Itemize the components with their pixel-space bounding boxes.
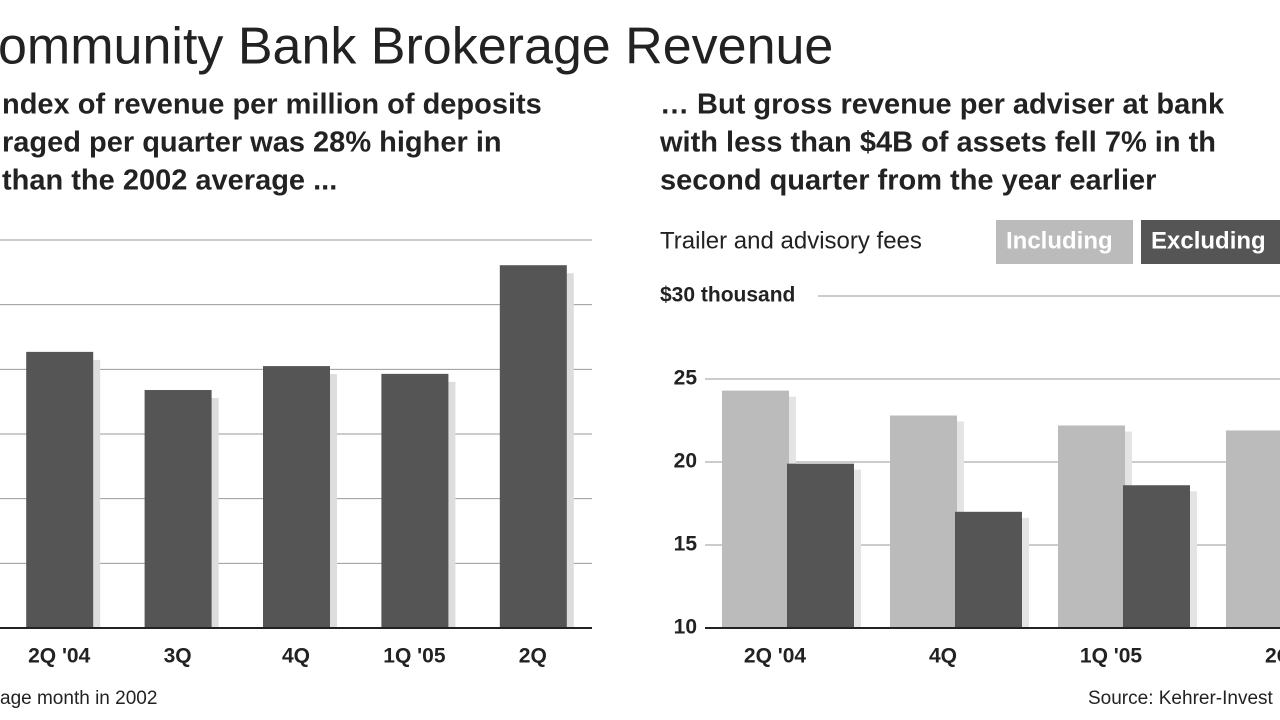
legend-label: Excluding	[1151, 227, 1266, 254]
x-tick-label: 2Q	[1265, 645, 1280, 668]
bar	[722, 390, 789, 628]
bar	[1058, 425, 1125, 628]
source: Source: Kehrer-Invest	[1088, 688, 1274, 709]
legend-title: Trailer and advisory fees	[660, 227, 922, 254]
subtitle: ndex of revenue per million of deposits	[2, 89, 542, 121]
bar	[1226, 430, 1280, 628]
subtitle: with less than $4B of assets fell 7% in …	[659, 127, 1216, 159]
subtitle: raged per quarter was 28% higher in	[2, 127, 502, 159]
chart-title: ommunity Bank Brokerage Revenue	[0, 18, 833, 76]
y-tick-label: $30 thousand	[660, 284, 795, 307]
bar	[26, 351, 94, 628]
legend-swatch	[996, 220, 1133, 264]
x-tick-label: 2Q '04	[744, 645, 807, 668]
subtitle: than the 2002 average ...	[2, 165, 337, 197]
note: age month in 2002	[0, 688, 157, 709]
bar	[955, 511, 1022, 628]
bar	[263, 366, 330, 628]
bar	[890, 415, 957, 628]
x-tick-label: 1Q '05	[383, 645, 446, 668]
bar	[1123, 485, 1190, 628]
x-tick-label: 4Q	[282, 645, 310, 668]
x-tick-label: 3Q	[164, 645, 192, 668]
y-tick-label: 15	[674, 533, 698, 556]
x-tick-label: 4Q	[929, 645, 957, 668]
x-tick-label: 2Q	[519, 645, 547, 668]
bar	[381, 373, 449, 628]
y-tick-label: 20	[674, 450, 697, 473]
bar	[144, 390, 212, 628]
y-tick-label: 25	[674, 367, 698, 390]
bar	[787, 463, 854, 628]
y-tick-label: 10	[674, 616, 697, 639]
legend-swatch	[1141, 220, 1280, 264]
legend-label: Including	[1006, 227, 1113, 254]
subtitle: … But gross revenue per adviser at bank	[660, 89, 1225, 121]
bar	[499, 265, 567, 628]
subtitle: second quarter from the year earlier	[660, 165, 1156, 197]
x-tick-label: 1Q '05	[1080, 645, 1143, 668]
x-tick-label: 2Q '04	[28, 645, 91, 668]
